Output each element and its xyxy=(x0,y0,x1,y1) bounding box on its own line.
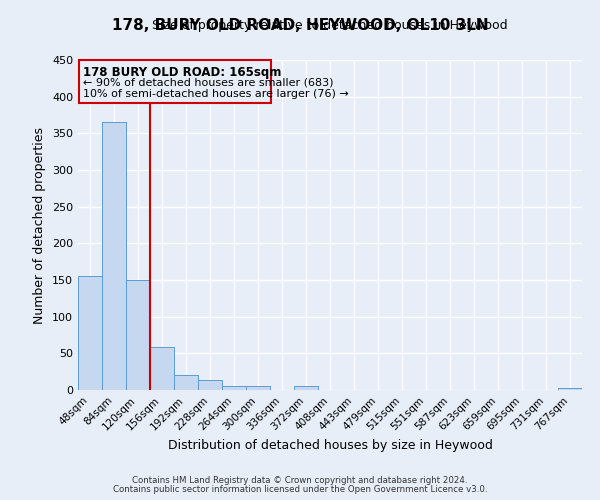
Text: 178 BURY OLD ROAD: 165sqm: 178 BURY OLD ROAD: 165sqm xyxy=(83,66,281,79)
Text: 178, BURY OLD ROAD, HEYWOOD, OL10 3LN: 178, BURY OLD ROAD, HEYWOOD, OL10 3LN xyxy=(112,18,488,32)
Bar xyxy=(294,386,318,390)
Text: ← 90% of detached houses are smaller (683): ← 90% of detached houses are smaller (68… xyxy=(83,78,334,88)
Bar xyxy=(198,380,222,390)
Text: Contains HM Land Registry data © Crown copyright and database right 2024.: Contains HM Land Registry data © Crown c… xyxy=(132,476,468,485)
Bar xyxy=(558,388,582,390)
Bar xyxy=(150,348,174,390)
Bar xyxy=(79,60,271,102)
Title: Size of property relative to detached houses in Heywood: Size of property relative to detached ho… xyxy=(152,20,508,32)
Y-axis label: Number of detached properties: Number of detached properties xyxy=(34,126,46,324)
Bar xyxy=(78,276,102,390)
Bar xyxy=(222,386,246,390)
X-axis label: Distribution of detached houses by size in Heywood: Distribution of detached houses by size … xyxy=(167,438,493,452)
Text: 10% of semi-detached houses are larger (76) →: 10% of semi-detached houses are larger (… xyxy=(83,90,349,100)
Bar xyxy=(174,376,198,390)
Bar xyxy=(126,280,150,390)
Text: Contains public sector information licensed under the Open Government Licence v3: Contains public sector information licen… xyxy=(113,485,487,494)
Bar xyxy=(102,122,126,390)
Bar xyxy=(246,386,270,390)
